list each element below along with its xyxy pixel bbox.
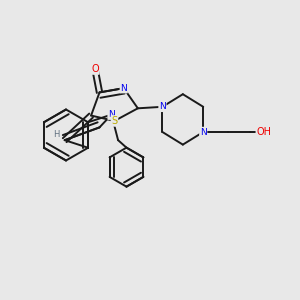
Text: N: N: [200, 128, 207, 136]
Text: OH: OH: [256, 127, 271, 137]
Text: N: N: [159, 102, 166, 111]
Text: H: H: [53, 130, 59, 139]
Text: N: N: [108, 110, 115, 119]
Text: S: S: [111, 116, 118, 126]
Text: O: O: [91, 64, 99, 74]
Text: N: N: [120, 84, 127, 93]
